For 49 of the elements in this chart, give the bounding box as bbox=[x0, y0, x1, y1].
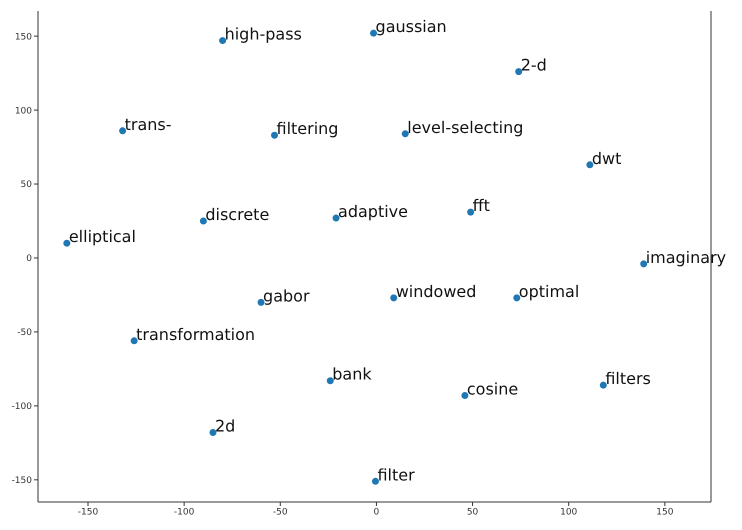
annotation: optimal bbox=[518, 282, 580, 301]
annotation: filtering bbox=[276, 119, 338, 138]
annotation: elliptical bbox=[68, 227, 136, 246]
x-tick-label: -150 bbox=[78, 507, 98, 518]
point bbox=[219, 37, 226, 44]
point bbox=[372, 478, 379, 485]
point bbox=[640, 260, 648, 268]
point bbox=[461, 392, 468, 400]
annotation: bank bbox=[332, 364, 372, 384]
x-tick-label: 150 bbox=[656, 507, 674, 518]
x-tick-label: 100 bbox=[560, 507, 578, 518]
x-tick-label: -50 bbox=[272, 507, 288, 518]
point bbox=[402, 130, 409, 138]
point bbox=[600, 382, 607, 389]
annotation: 2d bbox=[214, 416, 236, 436]
point bbox=[209, 428, 216, 436]
y-tick-label: -150 bbox=[12, 476, 32, 486]
annotation: filters bbox=[605, 369, 651, 388]
annotation: dwt bbox=[592, 148, 622, 168]
point bbox=[586, 161, 594, 168]
point bbox=[200, 218, 207, 225]
annotation: discrete bbox=[205, 205, 270, 224]
annotation: gaussian bbox=[376, 17, 447, 36]
annotation: filter bbox=[377, 465, 416, 484]
annotation: high-pass bbox=[224, 24, 302, 44]
annotation: transformation bbox=[136, 324, 256, 344]
x-tick-label: -100 bbox=[174, 507, 195, 518]
y-tick-label: 0 bbox=[26, 254, 32, 264]
point bbox=[515, 68, 522, 76]
y-tick-label: 150 bbox=[14, 32, 32, 42]
point bbox=[326, 377, 334, 384]
annotation: gabor bbox=[263, 286, 310, 306]
x-tick-label: 0 bbox=[374, 507, 380, 518]
point bbox=[390, 294, 398, 302]
y-tick-label: 50 bbox=[20, 180, 32, 190]
y-tick-label: -50 bbox=[17, 328, 32, 338]
annotation: cosine bbox=[466, 380, 518, 399]
annotation: fft bbox=[472, 196, 490, 216]
annotation: adaptive bbox=[338, 202, 408, 222]
point bbox=[130, 337, 138, 344]
annotation: windowed bbox=[396, 282, 476, 301]
annotation: 2-d bbox=[520, 56, 547, 75]
annotation: level-selecting bbox=[407, 118, 524, 137]
point bbox=[119, 127, 126, 134]
x-tick-label: 50 bbox=[466, 507, 479, 518]
annotation: trans- bbox=[124, 114, 172, 134]
point bbox=[467, 208, 474, 216]
y-tick-label: 100 bbox=[14, 106, 32, 116]
y-tick-label: -100 bbox=[12, 402, 32, 412]
